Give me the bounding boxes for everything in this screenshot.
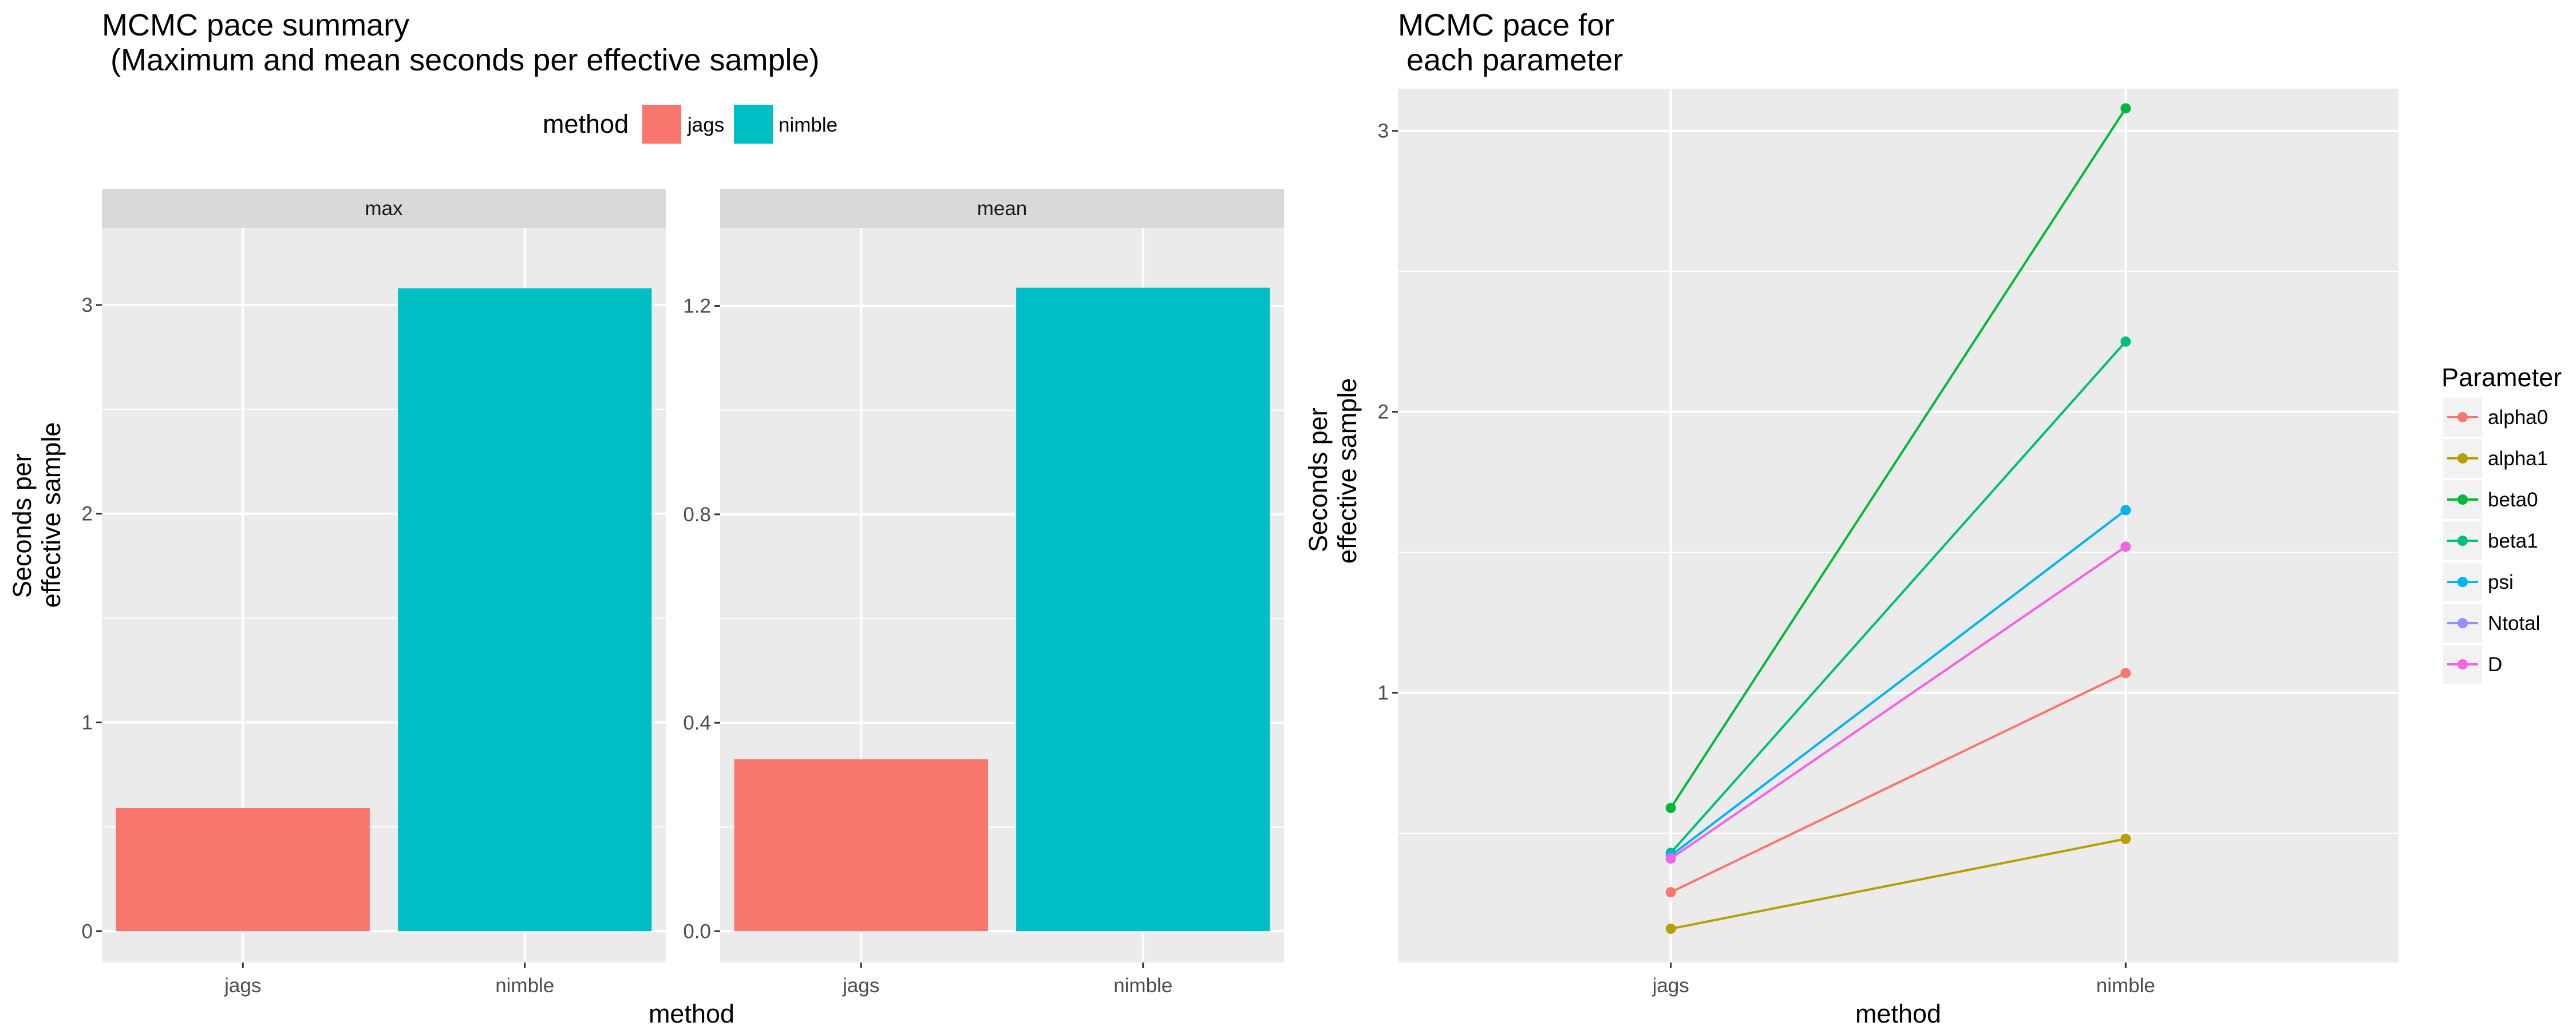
legend-label: alpha0 [2488,406,2548,429]
right-x-axis-title: method [1855,999,1941,1028]
right-chart-title-line2: each parameter [1398,43,1623,77]
y-tick-label: 2 [1378,401,1389,423]
series-line-psi [1670,509,2127,857]
legend-key-point [2458,659,2468,670]
left-legend-key-jags [642,105,681,144]
legend-label: D [2488,653,2502,676]
right-y-axis-title-line1: Seconds per [1303,407,1333,552]
data-point-alpha1-jags [1665,924,1676,934]
y-tick-label: 3 [82,294,93,316]
series-line-beta0 [1670,108,2127,809]
left-y-axis-title: Seconds per effective sample [7,422,66,608]
data-point-D-jags [1665,853,1676,864]
right-y-axis-title-line2: effective sample [1333,378,1362,564]
legend-key-point [2458,453,2468,464]
right-chart-title-line1: MCMC pace for [1398,8,1614,42]
x-tick-label: nimble [2096,974,2155,997]
left-legend-label-nimble: nimble [779,114,837,136]
facet-strip-label: mean [977,197,1028,220]
left-chart-title-line1: MCMC pace summary [102,8,409,42]
legend-key-point [2458,618,2468,628]
line-panel-background [1398,89,2399,962]
legend-entry-alpha1: alpha1 [2443,439,2548,478]
left-x-axis-title: method [649,999,734,1028]
series-line-D [1670,545,2127,859]
y-tick-label: 2 [82,503,93,525]
y-tick-label: 0 [82,920,93,942]
bar-mean-nimble [1016,287,1270,932]
y-tick-label: 0.4 [683,712,711,734]
x-tick-label: jags [842,974,879,997]
data-point-beta0-nimble [2120,103,2131,114]
facet-strip [102,189,666,228]
data-point-alpha0-jags [1665,887,1676,898]
bar-max-nimble [398,288,652,932]
legend-key-point [2458,494,2468,505]
legend-key-point [2458,412,2468,422]
legend-key-point [2458,577,2468,587]
left-y-axis-title-line2: effective sample [37,422,66,608]
legend-entry-beta0: beta0 [2443,480,2538,519]
series-line-beta1 [1670,340,2127,854]
right-legend-title: Parameter [2441,363,2562,392]
y-tick-label: 3 [1378,120,1389,142]
facet-panel-mean: mean 0.0 0.4 0.8 1.2 jags nimble [683,189,1284,997]
legend-label: psi [2488,571,2514,593]
y-tick-label: 0.0 [683,920,711,942]
data-point-alpha0-nimble [2120,668,2131,679]
facet-strip-label: max [365,197,403,220]
left-legend-key-nimble [734,105,773,144]
legend-entry-D: D [2443,645,2502,684]
series-alpha0 [1665,668,2131,898]
facet-panel-max: max 0 1 2 3 jags nimble [82,189,666,997]
legend-label: Ntotal [2488,612,2540,635]
legend-key-point [2458,536,2468,546]
y-tick-label: 1.2 [683,295,711,318]
x-tick-label: nimble [1113,974,1172,997]
data-point-D-nimble [2120,541,2131,552]
left-y-axis-title-line1: Seconds per [7,453,37,598]
left-legend-title: method [543,109,629,138]
line-chart-panel: 1 2 3 jags nimble [1378,89,2399,997]
right-y-axis-title: Seconds per effective sample [1303,378,1362,564]
legend-entry-psi: psi [2443,562,2514,601]
y-tick-label: 1 [1378,682,1389,704]
left-legend-label-jags: jags [687,114,724,136]
legend-label: beta0 [2488,489,2538,511]
legend-entry-Ntotal: Ntotal [2443,604,2540,643]
x-tick-label: nimble [495,974,554,997]
series-beta0 [1665,103,2131,813]
x-tick-label: jags [1652,974,1689,997]
left-chart-title-line2: (Maximum and mean seconds per effective … [102,43,820,77]
facet-strip [720,189,1284,228]
data-point-alpha1-nimble [2120,833,2131,844]
series-alpha1 [1665,833,2131,934]
series-line-alpha1 [1670,837,2126,930]
legend-entry-alpha0: alpha0 [2443,398,2548,437]
legend-label: beta1 [2488,530,2538,552]
bar-mean-jags [734,759,988,932]
legend-entry-beta1: beta1 [2443,521,2538,560]
y-tick-label: 0.8 [683,504,711,526]
data-point-psi-nimble [2120,505,2131,516]
series-line-alpha0 [1670,672,2127,894]
series-D [1665,541,2131,864]
y-tick-label: 1 [82,712,93,734]
data-point-beta1-nimble [2120,336,2131,347]
x-tick-label: jags [224,974,261,997]
legend-label: alpha1 [2488,447,2548,470]
data-point-beta0-jags [1665,802,1676,813]
left-legend: method jags nimble [543,105,837,144]
bar-max-jags [116,808,370,932]
right-legend: Parameter alpha0 alpha1 beta0 beta1 psi Ntota… [2441,363,2562,684]
